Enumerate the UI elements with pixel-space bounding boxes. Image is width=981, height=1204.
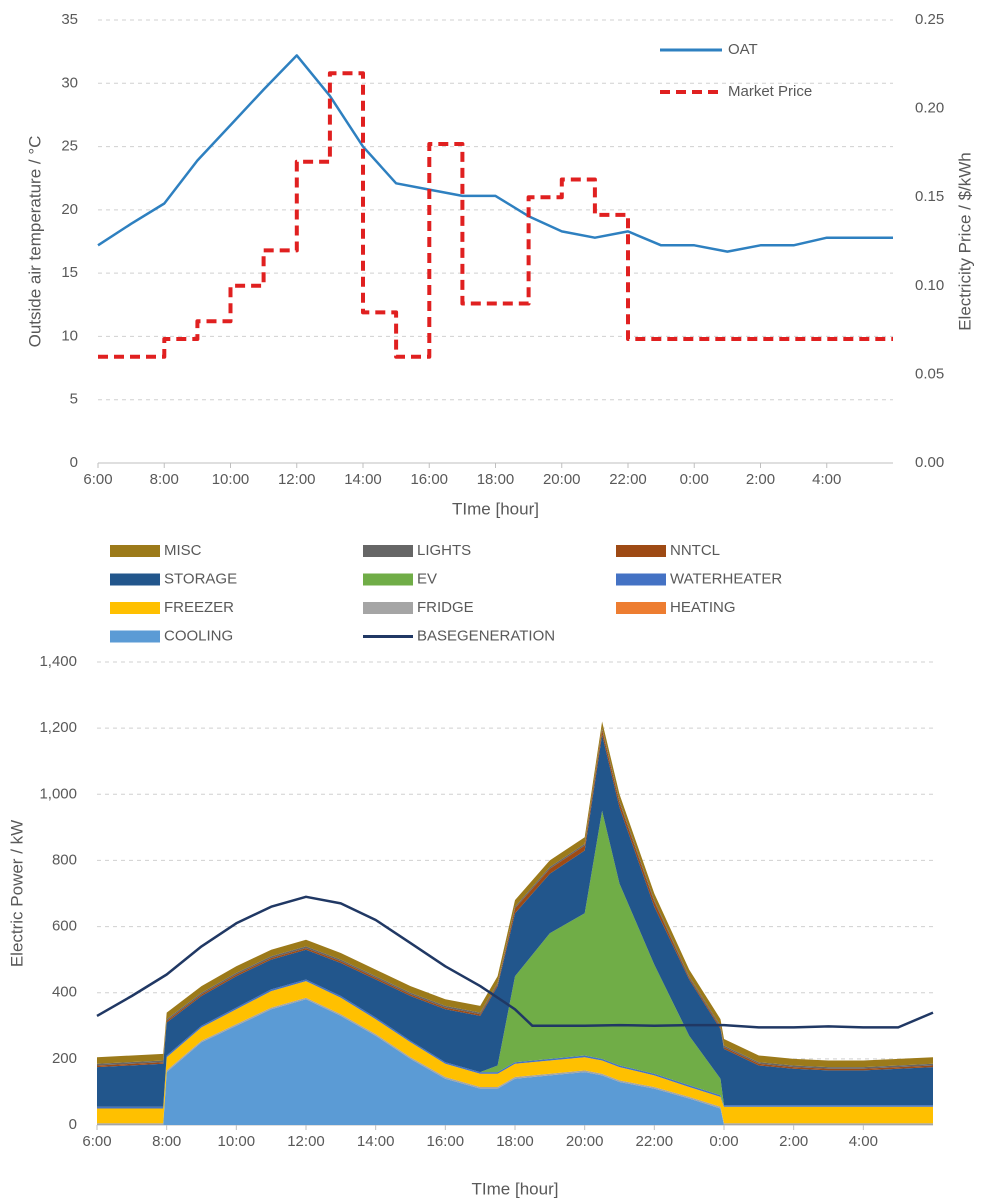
area-series <box>97 999 933 1125</box>
line-series <box>96 895 934 1029</box>
x-tick-label: 8:00 <box>152 1133 181 1150</box>
y-tick-label: 5 <box>70 391 78 408</box>
x-tick-label: 0:00 <box>680 471 709 488</box>
x-tick-label: 4:00 <box>812 471 841 488</box>
legend-label: HEATING <box>670 599 736 616</box>
line-series <box>98 71 893 359</box>
y-tick-label: 800 <box>52 851 77 868</box>
x-tick-label: 10:00 <box>212 471 250 488</box>
x-tick-label: 10:00 <box>218 1133 256 1150</box>
y2-tick-label: 0.15 <box>915 188 944 205</box>
legend-label: BASEGENERATION <box>417 627 555 644</box>
legend-label: MISC <box>164 542 202 559</box>
y-tick-label: 20 <box>61 201 78 218</box>
y2-tick-label: 0.10 <box>915 277 944 294</box>
y2-axis-title: Electricity Price / $/kWh <box>955 152 974 331</box>
y2-tick-label: 0.25 <box>915 11 944 28</box>
legend-label: LIGHTS <box>417 542 471 559</box>
x-tick-label: 16:00 <box>427 1133 465 1150</box>
legend-swatch <box>110 602 160 614</box>
x-tick-label: 20:00 <box>543 471 581 488</box>
y2-tick-label: 0.00 <box>915 454 944 471</box>
x-tick-label: 6:00 <box>83 471 112 488</box>
line-series <box>97 54 893 253</box>
y-tick-label: 0 <box>69 1116 77 1133</box>
y-tick-label: 35 <box>61 11 78 28</box>
y-tick-label: 30 <box>61 74 78 91</box>
area-series <box>97 810 933 1107</box>
x-tick-label: 12:00 <box>278 471 316 488</box>
x-tick-label: 18:00 <box>496 1133 534 1150</box>
legend-swatch <box>110 573 160 586</box>
x-axis-title: TIme [hour] <box>472 1179 559 1198</box>
area-series <box>97 734 933 1107</box>
x-tick-label: 22:00 <box>636 1133 674 1150</box>
x-tick-label: 6:00 <box>82 1133 111 1150</box>
legend-swatch <box>363 602 413 614</box>
y-axis-title: Electric Power / kW <box>7 820 26 967</box>
x-tick-label: 18:00 <box>477 471 515 488</box>
legend-label: WATERHEATER <box>670 570 782 587</box>
x-tick-label: 14:00 <box>357 1133 395 1150</box>
legend-label: Market Price <box>728 83 812 100</box>
x-tick-label: 2:00 <box>779 1133 808 1150</box>
chart: 0 200 400 600 800 1,000 1,200 1,400 6:00 8:00 10:0… <box>7 542 934 1198</box>
legend-swatch <box>110 545 160 557</box>
y-tick-label: 1,000 <box>39 785 77 802</box>
area-series <box>97 981 933 1124</box>
y2-tick-label: 0.05 <box>915 365 944 382</box>
y-tick-label: 600 <box>52 918 77 935</box>
y-tick-label: 10 <box>61 327 78 344</box>
legend-label: OAT <box>728 41 758 58</box>
legend-swatch <box>616 602 666 614</box>
legend-label: FRIDGE <box>417 599 474 616</box>
x-tick-label: 20:00 <box>566 1133 604 1150</box>
x-tick-label: 16:00 <box>410 471 448 488</box>
legend-label: STORAGE <box>164 570 237 587</box>
y-tick-label: 400 <box>52 984 77 1001</box>
legend-label: NNTCL <box>670 542 720 559</box>
x-axis-title: TIme [hour] <box>452 499 539 518</box>
legend-label: FREEZER <box>164 599 234 616</box>
y-tick-label: 15 <box>61 264 78 281</box>
y-tick-label: 25 <box>61 138 78 155</box>
legend-swatch <box>616 573 666 586</box>
x-tick-label: 8:00 <box>150 471 179 488</box>
legend-swatch <box>363 573 413 586</box>
legend-swatch <box>363 545 413 557</box>
x-tick-label: 14:00 <box>344 471 382 488</box>
legend-swatch <box>110 630 160 643</box>
y-axis-title: Outside air temperature / °C <box>25 136 44 348</box>
legend-label: EV <box>417 570 437 587</box>
legend-label: COOLING <box>164 627 233 644</box>
x-tick-label: 2:00 <box>746 471 775 488</box>
y-tick-label: 0 <box>70 454 78 471</box>
y-tick-label: 200 <box>52 1050 77 1067</box>
x-tick-label: 0:00 <box>709 1133 738 1150</box>
y-tick-label: 1,400 <box>39 653 77 670</box>
x-tick-label: 4:00 <box>849 1133 878 1150</box>
chart: 0 5 10 15 20 25 30 35 0.00 0.05 0.10 0.15 0.20 0.25 6:… <box>25 11 974 519</box>
legend-swatch <box>616 545 666 557</box>
y2-tick-label: 0.20 <box>915 100 944 117</box>
x-tick-label: 22:00 <box>609 471 647 488</box>
y-tick-label: 1,200 <box>39 719 77 736</box>
x-tick-label: 12:00 <box>287 1133 325 1150</box>
